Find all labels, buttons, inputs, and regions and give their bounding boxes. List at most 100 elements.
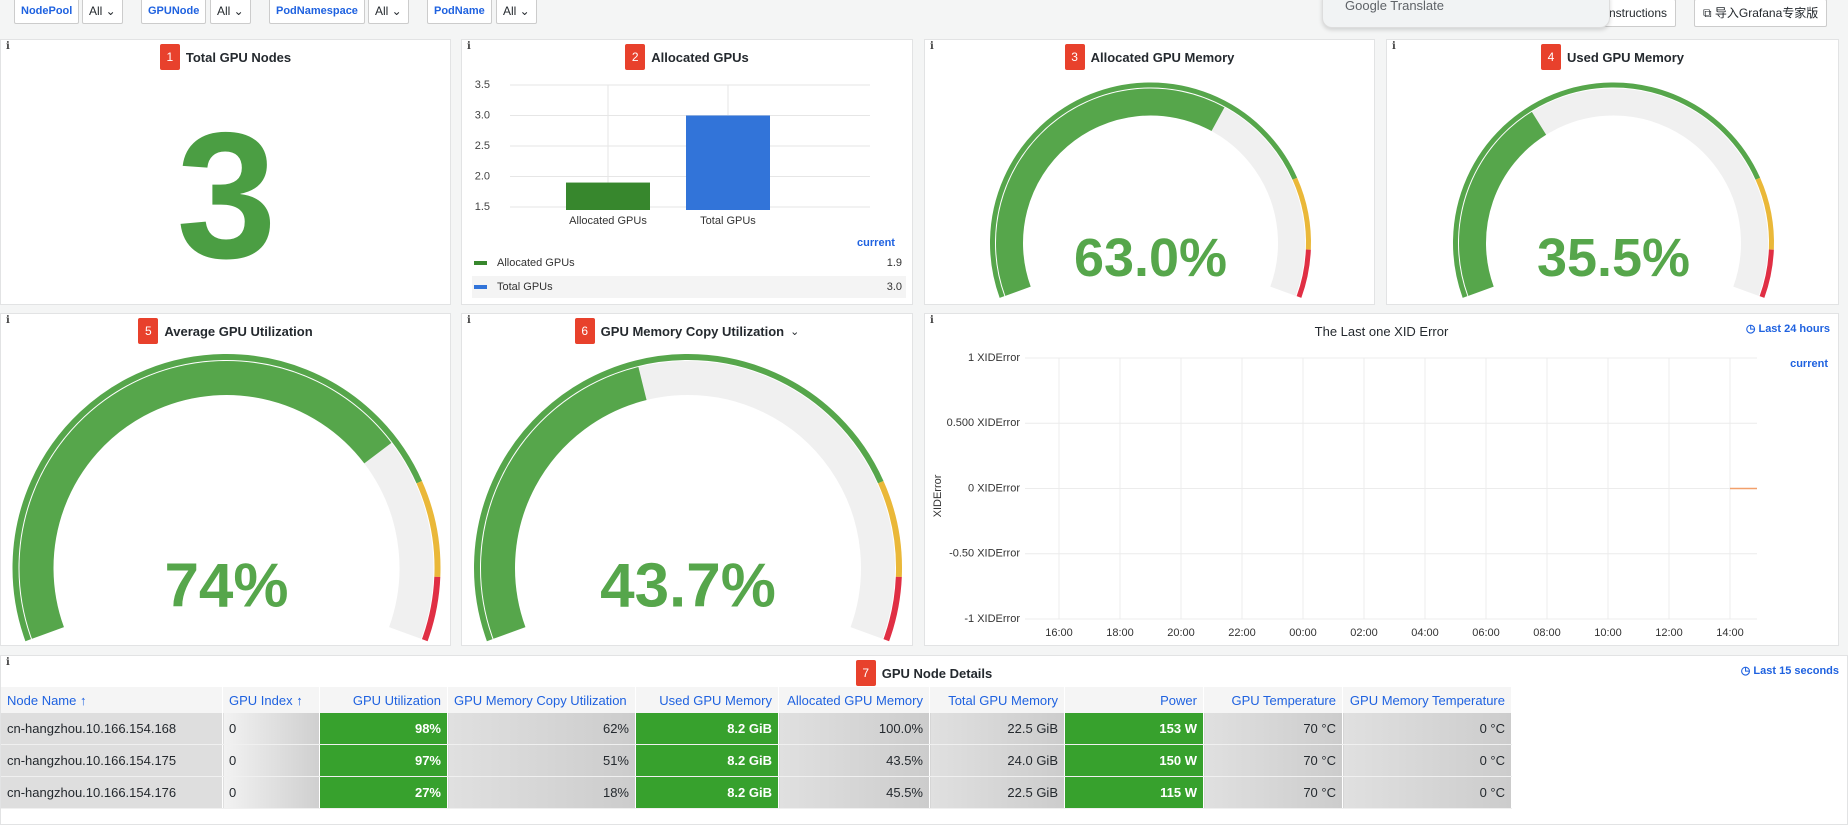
threshold-band: [990, 82, 1298, 298]
panel-header: 4 Used GPU Memory: [1387, 44, 1838, 70]
info-icon: i: [6, 315, 10, 326]
filter-value[interactable]: All ⌄: [368, 0, 409, 24]
panel-title: The Last one XID Error: [1314, 323, 1449, 339]
button[interactable]: ⧉ 导入Grafana专家版: [1694, 0, 1828, 27]
x-tick-label: 00:00: [1289, 627, 1317, 639]
panel-header: The Last one XID Error: [925, 318, 1838, 344]
gauge-value: [996, 88, 1225, 296]
table-cell: 153 W: [1064, 713, 1204, 745]
table-cell: 70 °C: [1203, 744, 1343, 777]
filter-value[interactable]: All ⌄: [210, 0, 251, 24]
x-tick-label: 06:00: [1472, 627, 1500, 639]
panel-title: GPU Memory Copy Utilization: [600, 323, 785, 339]
threshold-band: [1296, 249, 1311, 298]
filter-label[interactable]: PodNamespace: [269, 0, 365, 24]
x-tick-label: Total GPUs: [700, 215, 756, 227]
filter-label[interactable]: GPUNode: [141, 0, 207, 24]
chevron: ⌄: [790, 325, 800, 338]
info-icon: i: [467, 315, 471, 326]
table-row: cn-hangzhou.10.166.154.168 0 98% 62% 8.2 GiB…: [1, 713, 1512, 745]
info-icon: i: [930, 315, 934, 326]
filter-value[interactable]: All ⌄: [82, 0, 123, 24]
x-tick-label: 08:00: [1533, 627, 1561, 639]
table-cell: 0 °C: [1342, 713, 1512, 745]
gauge-label: 74%: [164, 552, 288, 621]
panel: i 1 Total GPU Nodes 3: [0, 39, 451, 305]
column-header[interactable]: Total GPU Memory: [929, 687, 1065, 713]
x-tick-label: 02:00: [1350, 627, 1378, 639]
table-row: cn-hangzhou.10.166.154.176 0 27% 18% 8.2 GiB…: [1, 776, 1512, 809]
time-range[interactable]: ◷ Last 15 seconds: [1740, 665, 1839, 677]
table-cell: 0: [222, 713, 320, 745]
filter-label[interactable]: PodName: [427, 0, 492, 24]
table-cell: 70 °C: [1203, 713, 1343, 745]
gauge-label: 43.7%: [600, 552, 776, 621]
legend-value: 1.9: [887, 257, 902, 269]
column-header[interactable]: GPU Temperature: [1203, 687, 1343, 713]
y-tick-label: 2.0: [475, 170, 490, 182]
column-header[interactable]: Node Name ↑: [1, 687, 223, 713]
info-icon: i: [6, 41, 10, 52]
x-tick-label: 18:00: [1106, 627, 1134, 639]
panel-header: 2 Allocated GPUs: [462, 44, 912, 70]
table-cell: cn-hangzhou.10.166.154.175: [1, 744, 223, 777]
panel-title: Average GPU Utilization: [164, 323, 313, 339]
table-cell: 22.5 GiB: [929, 776, 1065, 809]
button-text: 导入Grafana专家版: [1714, 6, 1819, 20]
table-cell: 0 °C: [1342, 776, 1512, 809]
table-cell: cn-hangzhou.10.166.154.168: [1, 713, 223, 745]
panel-header: 7 GPU Node Details: [1, 660, 1847, 686]
button[interactable]: nstructions: [1600, 0, 1677, 27]
table-cell: 43.5%: [778, 744, 930, 777]
threshold-band: [474, 354, 884, 642]
y-tick-label: 1 XIDError: [968, 352, 1020, 364]
column-header[interactable]: GPU Memory Copy Utilization: [447, 687, 636, 713]
legend-row-bg: [472, 276, 906, 298]
table-cell: 8.2 GiB: [635, 776, 779, 809]
column-header[interactable]: GPU Memory Temperature: [1342, 687, 1512, 713]
table-cell: 8.2 GiB: [635, 713, 779, 745]
filter-value[interactable]: All ⌄: [496, 0, 537, 24]
table-cell: 97%: [319, 744, 448, 777]
table-cell: 8.2 GiB: [635, 744, 779, 777]
badge: 5: [138, 318, 159, 344]
panel-header: 1 Total GPU Nodes: [1, 44, 450, 70]
x-tick-label: 14:00: [1716, 627, 1744, 639]
x-tick-label: 22:00: [1228, 627, 1256, 639]
panel: i 3 Allocated GPU Memory 63.0%: [924, 39, 1375, 305]
table-panel: i 7 GPU Node Details ◷ Last 15 seconds No…: [0, 655, 1848, 825]
info-icon: i: [930, 41, 934, 52]
column-header[interactable]: Used GPU Memory: [635, 687, 779, 713]
table-cell: 0: [222, 776, 320, 809]
column-header[interactable]: GPU Utilization: [319, 687, 448, 713]
legend-swatch: [474, 285, 487, 289]
filter-value-text: All: [375, 4, 389, 18]
y-tick-label: 3.5: [475, 79, 490, 91]
gauge-value: [481, 367, 647, 639]
table-cell: 98%: [319, 713, 448, 745]
table-cell: 27%: [319, 776, 448, 809]
panel-body: 1 XIDError 0.500 XIDError 0 XIDError -0.50 …: [932, 352, 1828, 639]
bar: [686, 115, 770, 210]
x-tick-label: Allocated GPUs: [569, 215, 647, 227]
threshold-band: [1292, 177, 1311, 250]
legend-header: current: [1790, 358, 1828, 370]
panel-header: 6 GPU Memory Copy Utilization ⌄: [462, 318, 912, 344]
legend-swatch: [474, 261, 487, 265]
column-header[interactable]: GPU Index ↑: [222, 687, 320, 713]
badge: 2: [625, 44, 646, 70]
x-tick-label: 12:00: [1655, 627, 1683, 639]
panel-title: Used GPU Memory: [1566, 49, 1685, 65]
time-range[interactable]: ◷ Last 24 hours: [1745, 323, 1830, 335]
table-cell: 0: [222, 744, 320, 777]
table-cell: 0 °C: [1342, 744, 1512, 777]
column-header[interactable]: Allocated GPU Memory: [778, 687, 930, 713]
header-row: Node Name ↑ GPU Index ↑ GPU Utilization GPU…: [1, 687, 1512, 713]
panel: i The Last one XID Error ◷ Last 24 hours 1 …: [924, 313, 1839, 646]
column-header[interactable]: Power: [1064, 687, 1204, 713]
panel-header: 3 Allocated GPU Memory: [925, 44, 1374, 70]
panel: i 2 Allocated GPUs 1.5 2.0 2.5 3.0 3.5 Allocated…: [461, 39, 913, 305]
filter-label[interactable]: NodePool: [14, 0, 80, 24]
